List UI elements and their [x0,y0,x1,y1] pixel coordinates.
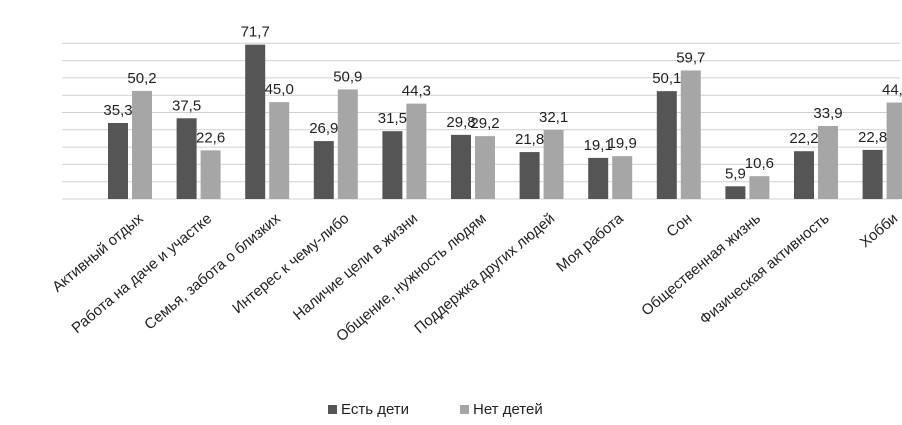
bar [475,136,495,199]
value-label: 31,5 [378,110,407,127]
category-label: Физическая активность [697,210,833,328]
bar [313,141,334,199]
category-label: Сон [663,210,695,241]
category-label: Семья, забота о близких [141,210,284,334]
value-label: 10,6 [745,155,774,172]
value-label: 22,2 [789,130,818,147]
category-label: Интерес к чему-либо [229,210,352,317]
bar [132,90,152,199]
bar [612,156,633,199]
category-label: Наличие цели в жизни [290,210,421,324]
category-label: Моя работа [553,210,627,276]
bar [382,131,403,199]
bar [749,176,770,199]
bar [269,102,290,199]
bar [862,149,883,199]
bar [337,89,358,199]
value-label: 19,9 [608,135,637,152]
bar [451,134,471,199]
category-label: Общественная жизнь [638,210,764,319]
value-label: 22,8 [858,129,887,146]
bars [108,44,902,200]
value-label: 33,9 [813,105,842,122]
value-label: 50,1 [652,70,681,87]
value-label: 37,5 [172,97,201,114]
category-label: Хобби [857,210,901,251]
bar [176,118,197,199]
bar [656,91,677,199]
value-label: 45,0 [265,81,294,98]
bar [680,70,701,200]
legend-swatch [328,405,337,414]
category-label: Поддержка других людей [411,210,558,337]
value-label: 22,6 [196,129,225,146]
value-label: 5,9 [725,165,746,182]
value-label: 44,3 [402,83,431,100]
bar [200,150,221,199]
bar [543,129,564,199]
legend-swatch [460,405,469,414]
value-label: 71,7 [241,24,270,41]
bar [818,126,838,199]
legend-label: Нет детей [473,401,543,418]
value-label: 26,9 [309,120,338,137]
value-label: 32,1 [539,109,568,126]
bar [245,44,266,200]
value-label: 19,1 [584,137,613,154]
bar [588,157,609,199]
legend-label: Есть дети [341,401,409,418]
bar [794,151,814,199]
value-label: 59,7 [676,49,705,66]
bar [886,102,902,199]
value-label: 35,3 [103,102,132,119]
bar [519,152,540,199]
value-labels: 35,3 50,2 37,5 22,6 71,7 45,0 26,9 50,9 31,5 44,3… [103,24,902,183]
value-label: 50,2 [127,70,156,87]
bar [108,123,128,199]
bar [725,186,746,199]
value-label: 29,2 [470,115,499,132]
bar [406,103,427,199]
value-label: 50,9 [333,68,362,85]
value-label: 44,8 [882,82,902,99]
category-label: Работа на даче и участке [68,210,215,337]
value-label: 21,8 [515,131,544,148]
legend: Есть дети Нет детей [328,401,543,418]
value-label: 29,8 [446,114,475,131]
